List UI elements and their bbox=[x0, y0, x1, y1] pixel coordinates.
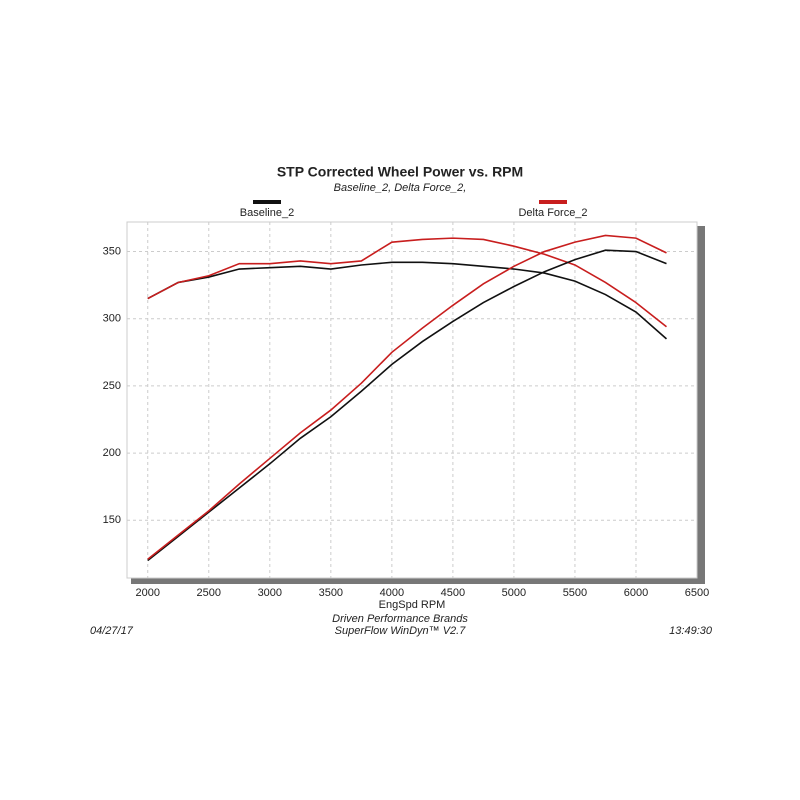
x-tick-label: 2000 bbox=[136, 587, 160, 599]
chart-subtitle: Baseline_2, Delta Force_2, bbox=[334, 182, 467, 194]
series-line bbox=[147, 237, 667, 328]
series-line bbox=[147, 249, 667, 562]
legend-label: Delta Force_2 bbox=[518, 207, 587, 219]
legend-label: Baseline_2 bbox=[240, 207, 294, 219]
frame-shadow bbox=[697, 226, 705, 582]
y-tick-label: 250 bbox=[103, 380, 121, 392]
footer-time: 13:49:30 bbox=[669, 625, 713, 637]
footer-software: SuperFlow WinDyn™ V2.7 bbox=[335, 625, 467, 637]
x-tick-label: 2500 bbox=[197, 587, 221, 599]
series-line bbox=[147, 234, 667, 560]
legend-swatch bbox=[253, 200, 281, 204]
chart-title: STP Corrected Wheel Power vs. RPM bbox=[277, 164, 523, 180]
frame-shadow bbox=[131, 578, 705, 584]
x-tick-label: 4500 bbox=[441, 587, 465, 599]
footer-company: Driven Performance Brands bbox=[332, 613, 468, 625]
x-tick-label: 5000 bbox=[502, 587, 526, 599]
legend-swatch bbox=[539, 200, 567, 204]
x-tick-label: 3000 bbox=[258, 587, 282, 599]
x-tick-label: 6000 bbox=[624, 587, 648, 599]
y-tick-label: 350 bbox=[103, 245, 121, 257]
series-line bbox=[147, 261, 668, 340]
y-tick-label: 300 bbox=[103, 313, 121, 325]
y-tick-label: 200 bbox=[103, 447, 121, 459]
x-axis-label: EngSpd RPM bbox=[379, 599, 446, 611]
x-tick-label: 6500 bbox=[685, 587, 709, 599]
x-tick-label: 3500 bbox=[319, 587, 343, 599]
footer-date: 04/27/17 bbox=[90, 625, 134, 637]
x-tick-label: 4000 bbox=[380, 587, 404, 599]
y-tick-label: 150 bbox=[103, 514, 121, 526]
x-tick-label: 5500 bbox=[563, 587, 587, 599]
